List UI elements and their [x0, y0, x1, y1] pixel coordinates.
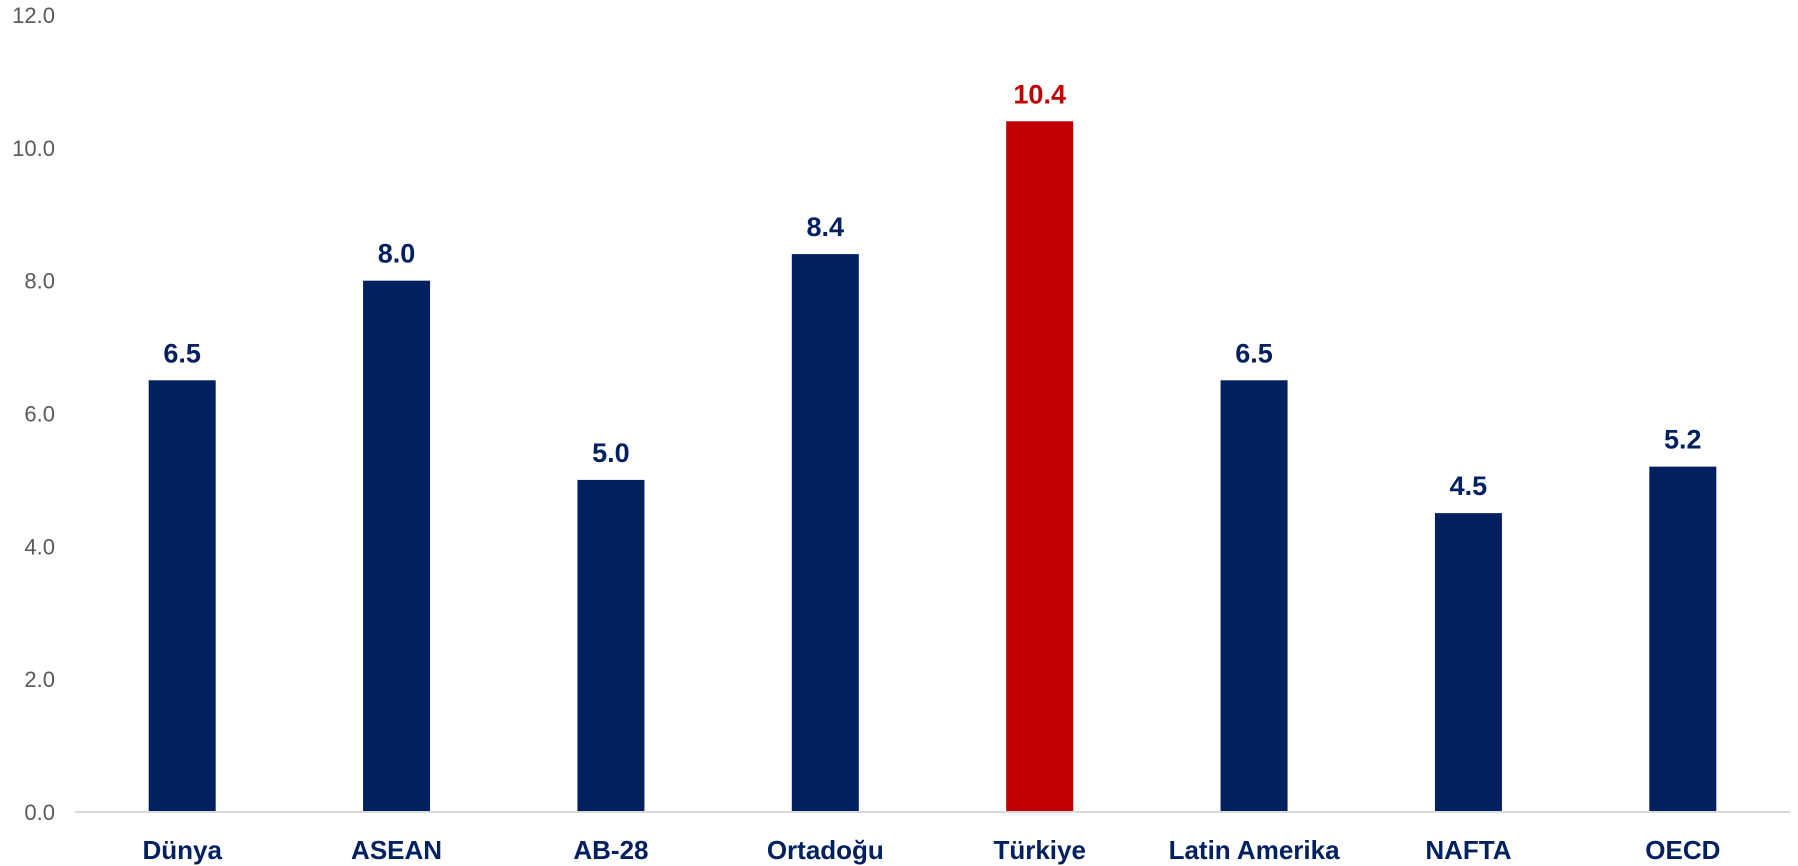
x-category-label: AB-28: [573, 835, 648, 865]
x-category-label: OECD: [1645, 835, 1720, 865]
data-label: 6.5: [1235, 338, 1273, 368]
x-category-label: Türkiye: [993, 835, 1086, 865]
y-tick-label: 0.0: [24, 800, 55, 825]
x-category-label: Ortadoğu: [767, 835, 884, 865]
data-label: 10.4: [1013, 79, 1066, 109]
data-label: 5.0: [592, 438, 630, 468]
y-tick-label: 6.0: [24, 402, 55, 427]
y-tick-label: 4.0: [24, 534, 55, 559]
y-tick-label: 12.0: [12, 3, 55, 28]
data-labels-group: 6.5 8.0 5.0 8.4 10.4 6.5 4.5 5.2: [163, 79, 1701, 501]
x-axis-labels: Dünya ASEAN AB-28 Ortadoğu Türkiye Latin Amer…: [142, 835, 1720, 865]
data-label: 4.5: [1450, 471, 1488, 501]
bar: [363, 280, 431, 813]
y-axis-ticks: 0.0 2.0 4.0 6.0 8.0 10.0 12.0: [12, 3, 55, 825]
bars-group: [148, 121, 1717, 813]
y-tick-label: 2.0: [24, 667, 55, 692]
data-label: 5.2: [1664, 425, 1702, 455]
data-label: 8.0: [378, 239, 416, 269]
bar: [1220, 380, 1288, 812]
bar: [1006, 121, 1074, 813]
y-tick-label: 8.0: [24, 269, 55, 294]
y-tick-label: 10.0: [12, 136, 55, 161]
bar: [1434, 513, 1502, 812]
data-label: 8.4: [807, 212, 845, 242]
data-label: 6.5: [163, 338, 201, 368]
x-category-label: NAFTA: [1425, 835, 1511, 865]
x-category-label: Dünya: [142, 835, 222, 865]
x-category-label: Latin Amerika: [1169, 835, 1341, 865]
bar: [577, 479, 645, 812]
bar: [791, 254, 859, 813]
x-category-label: ASEAN: [351, 835, 442, 865]
bar: [1649, 466, 1717, 812]
bar: [148, 380, 216, 812]
